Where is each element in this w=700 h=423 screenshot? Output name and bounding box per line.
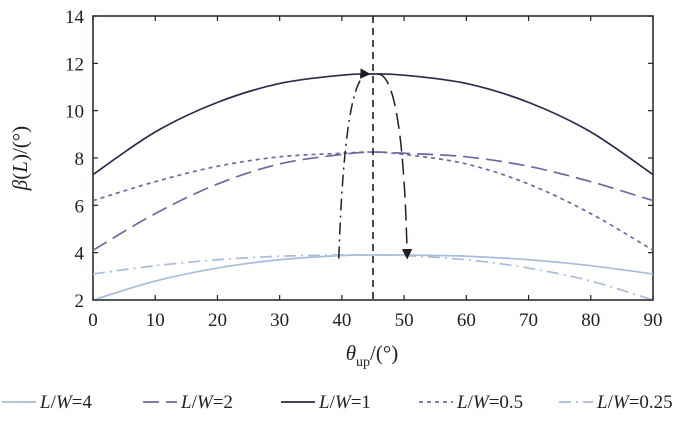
x-tick-label: 20 — [208, 310, 227, 331]
x-tick-label: 0 — [88, 310, 98, 331]
x-tick-label: 70 — [519, 310, 538, 331]
series-line-0 — [92, 254, 654, 301]
legend: L/W=4 L/W=2 L/W=1 L/W=0.5 L/W=0.25 — [2, 392, 673, 413]
annotation-arrow-1 — [377, 73, 413, 260]
y-tick-label: 2 — [75, 291, 85, 312]
x-tick-label: 40 — [332, 310, 351, 331]
series-line-3 — [92, 151, 654, 252]
legend-label-1: L/W=2 — [180, 392, 233, 413]
legend-label-2: L/W=1 — [318, 392, 371, 413]
y-tick-label: 8 — [75, 149, 85, 170]
x-tick-label: 90 — [644, 310, 663, 331]
x-tick-label: 80 — [581, 310, 600, 331]
y-tick-label: 6 — [75, 196, 85, 217]
legend-label-4: L/W=0.25 — [596, 392, 673, 413]
x-tick-label: 10 — [146, 310, 165, 331]
x-tick-label: 30 — [270, 310, 289, 331]
x-tick-label: 60 — [457, 310, 476, 331]
x-axis-title: θup/(°) — [346, 341, 399, 370]
y-tick-label: 12 — [65, 54, 84, 75]
y-tick-label: 10 — [65, 102, 84, 123]
x-tick-label: 50 — [395, 310, 414, 331]
series-line-2 — [92, 73, 654, 176]
annotation-arrow-0 — [338, 68, 371, 259]
y-axis-title: β(L)/(°) — [8, 126, 32, 191]
tick-layer: 0 10 20 30 40 50 60 70 80 90 2 4 6 8 10 12 14 — [65, 7, 663, 331]
legend-label-0: L/W=4 — [39, 392, 92, 413]
annotation-layer — [338, 16, 413, 300]
y-tick-label: 4 — [75, 244, 85, 265]
y-tick-label: 14 — [65, 7, 85, 28]
legend-label-3: L/W=0.5 — [456, 392, 523, 413]
series-line-4 — [92, 254, 654, 301]
